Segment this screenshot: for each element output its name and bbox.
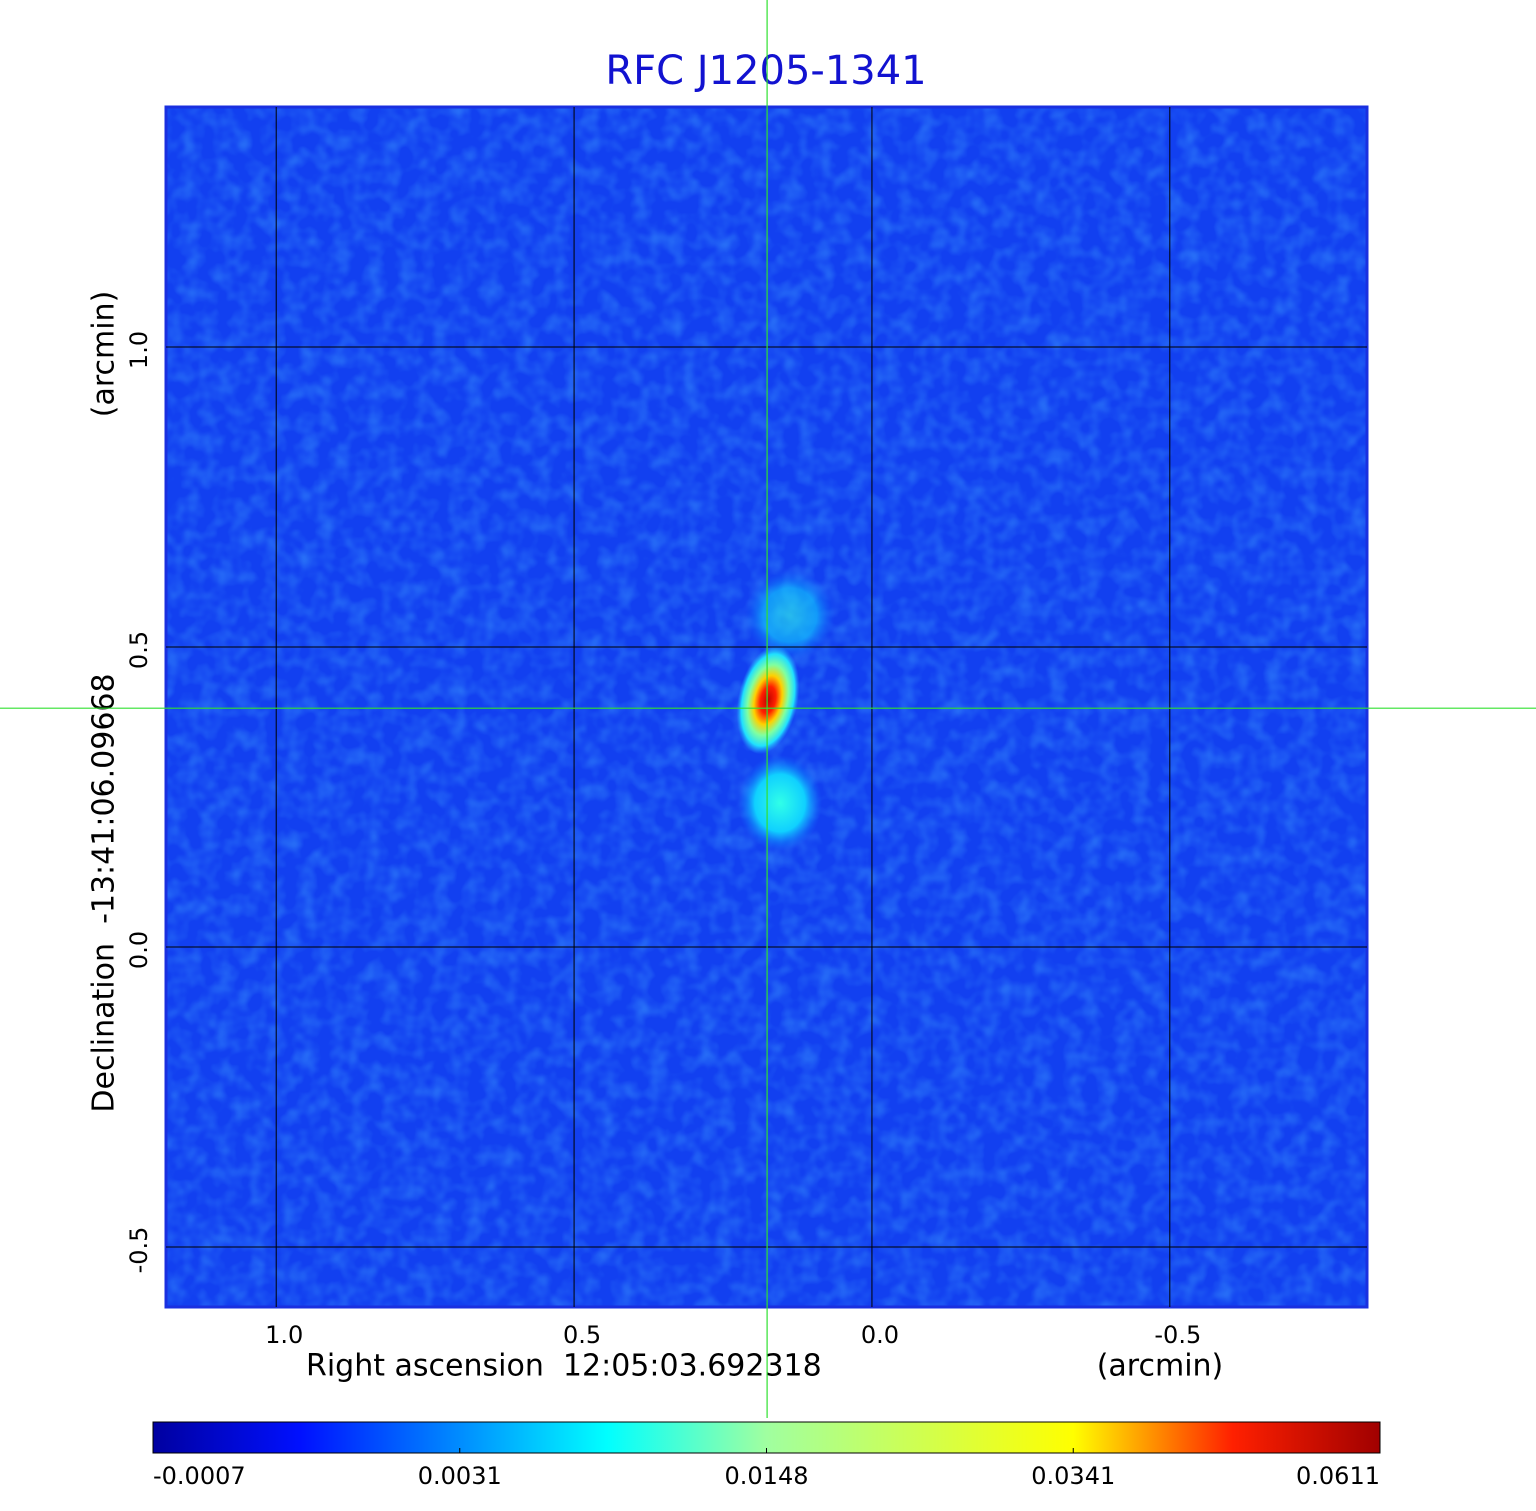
x-axis-unit: (arcmin) <box>1097 1349 1224 1384</box>
y-tick-label: 1.0 <box>125 331 153 369</box>
y-axis-unit: (arcmin) <box>87 291 122 418</box>
source-knot <box>738 755 822 851</box>
colorbar-tick-label: 0.0341 <box>1031 1462 1115 1490</box>
x-tick-label: 0.5 <box>563 1321 601 1349</box>
colorbar-tick-label: 0.0148 <box>725 1462 809 1490</box>
x-tick-label: 1.0 <box>265 1321 303 1349</box>
y-tick-label: 0.0 <box>125 931 153 969</box>
colorbar-tick-label: 0.0031 <box>418 1462 502 1490</box>
y-tick-label: 0.5 <box>125 631 153 669</box>
colorbar-tick-label: 0.0611 <box>1296 1462 1380 1490</box>
colorbar-tick-label: -0.0007 <box>153 1462 246 1490</box>
chart-title: RFC J1205-1341 <box>605 48 926 94</box>
x-tick-label: 0.0 <box>861 1321 899 1349</box>
x-axis-label: Right ascension 12:05:03.692318 <box>306 1349 822 1384</box>
source-core <box>736 645 800 755</box>
x-tick-label: -0.5 <box>1154 1321 1201 1349</box>
y-axis-label: Declination -13:41:06.09668 <box>87 673 122 1112</box>
y-tick-label: -0.5 <box>125 1227 153 1274</box>
